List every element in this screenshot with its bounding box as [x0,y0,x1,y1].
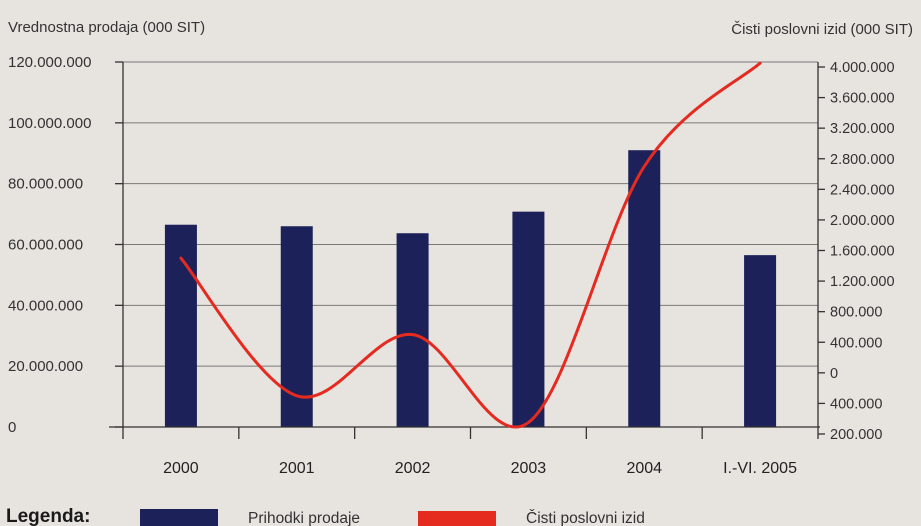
left-tick-label: 100.000.000 [8,115,91,132]
left-axis-ticks: 0 20.000.000 40.000.000 60.000.000 80.000.00… [8,54,123,436]
right-tick-label: 1.600.000 [830,244,895,260]
right-tick-label: 800.000 [830,305,882,321]
x-tick-label: 2002 [395,460,431,477]
bar-i-vi-2005 [744,255,777,427]
right-tick-label: 3.600.000 [830,91,895,107]
line-series [179,61,762,429]
bar-2001 [280,226,313,427]
right-tick-label: 2.000.000 [830,213,895,229]
legend-label-prihodki-prodaje: Prihodki prodaje [248,510,360,526]
right-tick-label: 400.000 [830,335,882,351]
left-tick-label: 40.000.000 [8,297,83,314]
legend-title: Legenda: [6,506,90,526]
line-cisti-poslovni-izid [179,61,762,429]
legend-swatch-cisti-poslovni-izid [418,511,496,526]
right-tick-label: 4.000.000 [830,60,895,76]
right-axis-ticks: 4.000.000 3.600.000 3.200.000 2.800.000 2.40… [818,60,895,443]
legend: Legenda: Prihodki prodaje Čisti poslovni… [6,506,645,526]
bar-2004 [628,150,661,428]
right-tick-label: 3.200.000 [830,121,895,137]
bar-2000 [164,224,197,427]
right-tick-label: 400.000 [830,396,882,412]
bar-2002 [396,233,429,427]
right-tick-label: 200.000 [830,427,882,443]
left-tick-label: 80.000.000 [8,176,83,193]
right-tick-label: 2.800.000 [830,152,895,168]
x-axis-ticks: 2000 2001 2002 2003 2004 I.-VI. 2005 [163,427,797,477]
bar-series [164,150,777,428]
left-tick-label: 120.000.000 [8,54,91,71]
left-tick-label: 20.000.000 [8,358,83,375]
right-axis-title: Čisti poslovni izid (000 SIT) [731,21,913,38]
x-tick-label: 2001 [279,460,315,477]
legend-label-cisti-poslovni-izid: Čisti poslovni izid [526,510,645,526]
left-tick-label: 60.000.000 [8,237,83,254]
right-tick-label: 2.400.000 [830,182,895,198]
x-tick-label: 2000 [163,460,199,477]
x-tick-label: I.-VI. 2005 [723,460,797,477]
gridlines [123,61,818,367]
bar-2003 [512,211,545,427]
left-tick-label: 0 [8,419,16,436]
legend-swatch-prihodki-prodaje [140,509,218,526]
x-tick-label: 2003 [511,460,547,477]
left-axis-title: Vrednostna prodaja (000 SIT) [8,19,205,36]
right-tick-label: 0 [830,366,838,382]
x-tick-label: 2004 [626,460,662,477]
right-tick-label: 1.200.000 [830,274,895,290]
